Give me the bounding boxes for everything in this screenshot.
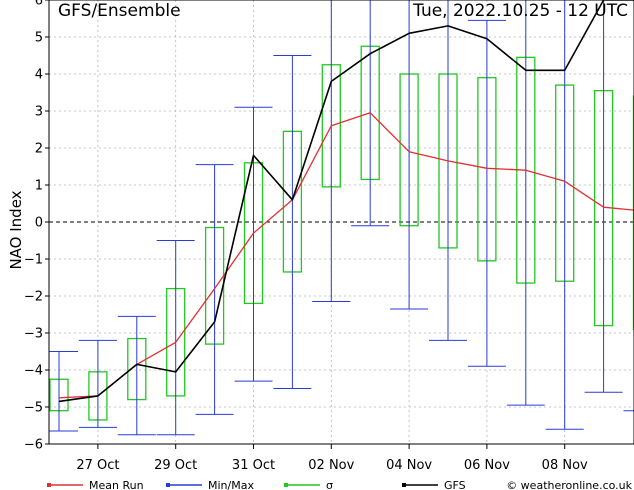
y-tick-label: 6	[35, 0, 43, 9]
x-tick-label: 04 Nov	[386, 458, 432, 473]
legend-gfs-label: GFS	[444, 479, 466, 490]
x-tick-label: 02 Nov	[308, 458, 354, 473]
credit-text: © weatheronline.co.uk	[506, 479, 632, 490]
y-tick-label: −4	[24, 364, 43, 379]
x-tick-label: 27 Oct	[76, 458, 119, 473]
legend-mean-label: Mean Run	[89, 479, 144, 490]
y-tick-label: −1	[24, 253, 43, 268]
y-axis-label: NAO Index	[7, 190, 25, 269]
y-tick-label: 4	[35, 68, 43, 83]
legend-sigma: σ	[284, 479, 333, 490]
x-tick-label: 29 Oct	[154, 458, 197, 473]
y-tick-label: 5	[35, 31, 43, 46]
y-tick-label: 0	[35, 216, 43, 231]
y-tick-label: 1	[35, 179, 43, 194]
y-tick-label: −3	[24, 327, 43, 342]
legend-sigma-label: σ	[326, 479, 333, 490]
legend-min-max: Min/Max	[166, 479, 254, 490]
legend: Mean Run Min/Max σ GFS © weatheronline.c…	[47, 479, 633, 490]
legend-mean-marker	[47, 483, 51, 487]
mean-run-line	[58, 112, 634, 399]
legend-sigma-marker	[284, 483, 288, 487]
x-tick-label: 31 Oct	[232, 458, 275, 473]
x-tick-label: 08 Nov	[542, 458, 588, 473]
axes: −6 −5 −4 −3 −2 −1 0 1 2 3 4 5 6 27 Oct 29 Oct 31 Oct 02 …	[24, 0, 588, 473]
minmax-whiskers	[49, 0, 634, 436]
x-tick-label: 06 Nov	[464, 458, 510, 473]
y-tick-label: 3	[35, 105, 43, 120]
legend-gfs-marker	[402, 483, 406, 487]
legend-minmax-label: Min/Max	[208, 479, 254, 490]
legend-gfs: GFS	[402, 479, 466, 490]
y-tick-label: −6	[24, 438, 43, 453]
series-lines	[58, 0, 634, 403]
y-tick-label: −5	[24, 401, 43, 416]
run-label: Tue, 2022.10.25 - 12 UTC	[412, 1, 628, 21]
chart-title: GFS/Ensemble	[58, 1, 181, 21]
y-tick-label: 2	[35, 142, 43, 157]
gfs-line	[58, 0, 634, 403]
legend-minmax-marker	[166, 483, 170, 487]
legend-mean-run: Mean Run	[47, 479, 144, 490]
y-tick-label: −2	[24, 290, 43, 305]
